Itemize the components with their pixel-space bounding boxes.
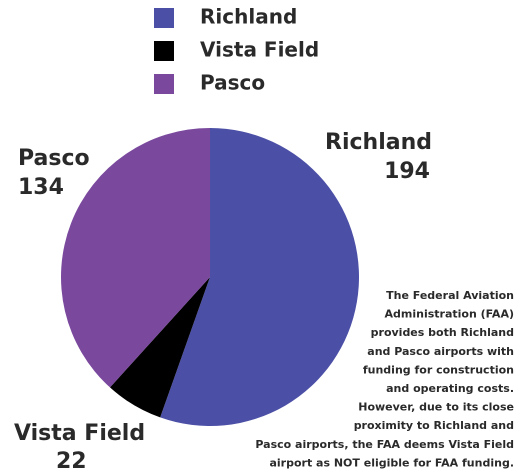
slice-value: 22 bbox=[56, 449, 87, 474]
annotation-line: Administration (FAA) bbox=[385, 308, 514, 321]
pie-slice bbox=[61, 128, 211, 388]
slice-value: 134 bbox=[18, 175, 64, 200]
annotation-line: funding for construction bbox=[363, 363, 514, 376]
legend-label: Pasco bbox=[200, 71, 265, 95]
legend-label: Vista Field bbox=[200, 38, 319, 62]
pie-slice bbox=[109, 277, 210, 418]
legend-swatch bbox=[154, 41, 174, 61]
slice-name: Richland bbox=[325, 130, 432, 155]
legend-label: Richland bbox=[200, 5, 297, 29]
slice-name: Vista Field bbox=[14, 421, 145, 446]
annotation-line: However, due to its close bbox=[358, 401, 514, 414]
legend-swatch bbox=[154, 8, 174, 28]
annotation-line: proximity to Richland and bbox=[354, 419, 514, 432]
slice-name: Pasco bbox=[18, 146, 90, 171]
annotation-line: and Pasco airports with bbox=[367, 345, 514, 358]
slice-value: 194 bbox=[384, 159, 430, 184]
annotation-line: provides both Richland bbox=[371, 326, 514, 339]
annotation-line: The Federal Aviation bbox=[386, 289, 514, 302]
annotation-line: airport as NOT eligible for FAA funding. bbox=[269, 456, 514, 469]
annotation-line: Pasco airports, the FAA deems Vista Fiel… bbox=[255, 438, 514, 451]
pie-slice bbox=[160, 128, 360, 426]
annotation-line: and operating costs. bbox=[386, 382, 514, 395]
legend-swatch bbox=[154, 74, 174, 94]
